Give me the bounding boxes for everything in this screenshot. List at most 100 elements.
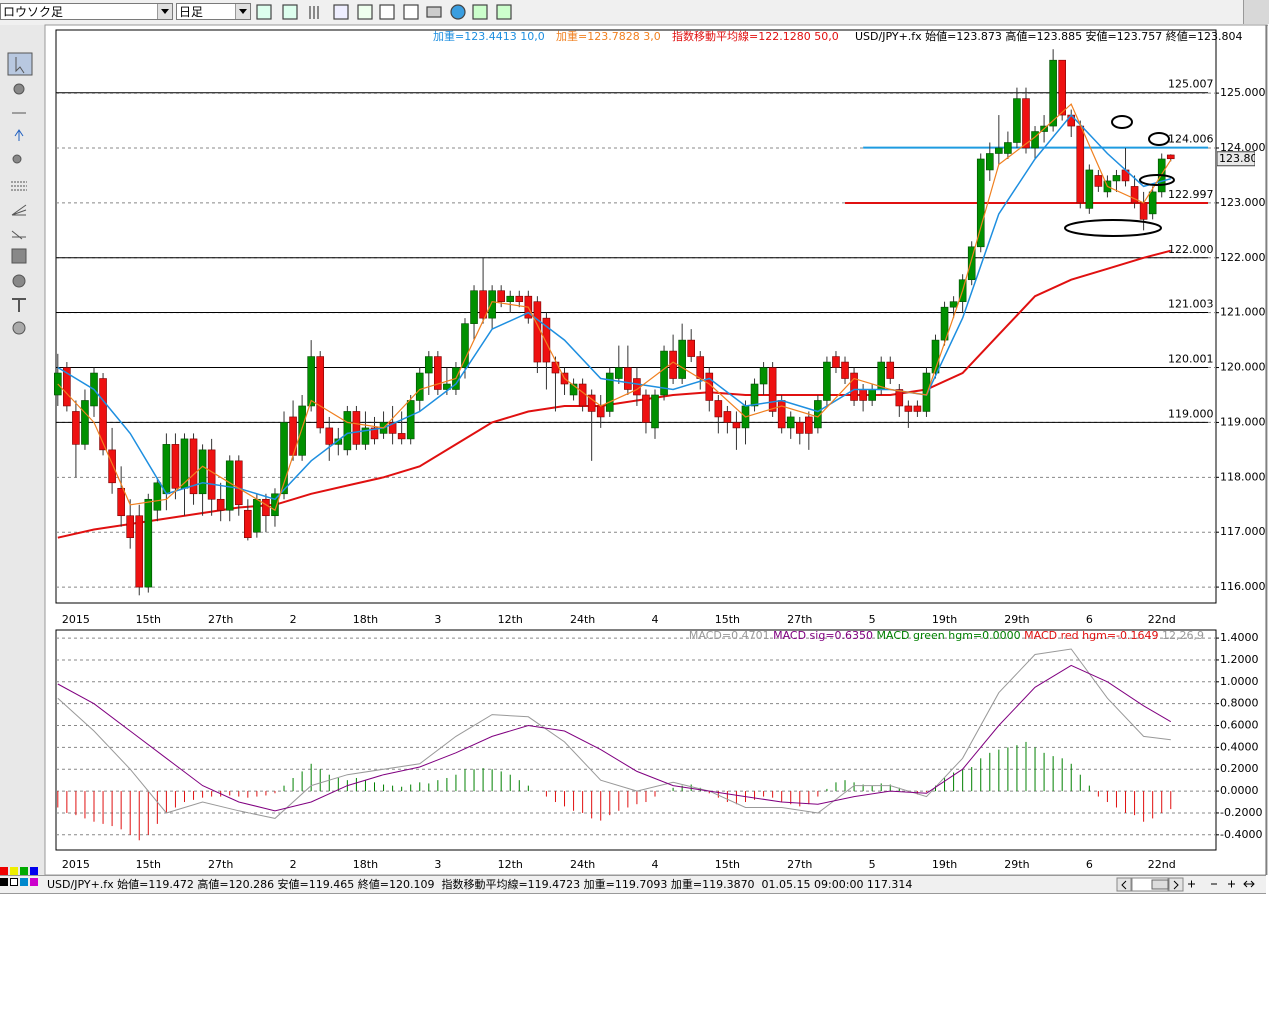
candle-body bbox=[587, 394, 596, 412]
candle-body bbox=[687, 339, 695, 357]
last-price-box bbox=[1217, 151, 1255, 167]
icon[interactable] bbox=[15, 57, 25, 74]
icon[interactable] bbox=[282, 4, 298, 20]
x-tick-label: 12th bbox=[498, 613, 523, 626]
candle-body bbox=[669, 350, 677, 379]
x-tick-label: 2015 bbox=[62, 613, 90, 626]
candle-body bbox=[198, 449, 207, 495]
level-label: 121.003 bbox=[1168, 297, 1214, 310]
toolbar-icons bbox=[256, 4, 512, 20]
candle-body bbox=[479, 290, 487, 319]
candle-body bbox=[1004, 142, 1012, 154]
swatch[interactable] bbox=[20, 867, 28, 875]
candle-body bbox=[108, 449, 116, 484]
candle-body bbox=[904, 405, 913, 412]
swatch[interactable] bbox=[30, 867, 38, 875]
scroll-thumb[interactable] bbox=[1151, 879, 1169, 890]
candle-body bbox=[1022, 98, 1030, 149]
icon[interactable] bbox=[472, 4, 488, 20]
last-price-label: 123.804 bbox=[1219, 152, 1265, 165]
tool-paint[interactable] bbox=[12, 274, 26, 288]
scroll-right[interactable] bbox=[1168, 877, 1184, 892]
icon[interactable] bbox=[357, 4, 373, 20]
candle-body bbox=[497, 290, 505, 302]
candle-body bbox=[415, 372, 424, 401]
tool-text[interactable] bbox=[12, 298, 26, 312]
y-tick-label: 0.2000 bbox=[1220, 762, 1259, 775]
y-tick-label: 122.000 bbox=[1220, 251, 1266, 264]
candle-body bbox=[334, 438, 343, 445]
swatch[interactable] bbox=[10, 867, 18, 875]
tool-fibo[interactable] bbox=[11, 181, 27, 191]
y-tick-label: 125.000 bbox=[1220, 86, 1266, 99]
level-label: 122.997 bbox=[1168, 188, 1214, 201]
x-tick-label: 24th bbox=[570, 613, 595, 626]
candle-body bbox=[388, 422, 397, 434]
x-tick-label: 22nd bbox=[1148, 613, 1176, 626]
scroll-left[interactable] bbox=[1116, 877, 1132, 892]
scroll-controls bbox=[1116, 877, 1255, 892]
candle-body bbox=[343, 411, 352, 451]
x-tick-label: 2 bbox=[290, 613, 297, 626]
candle-body bbox=[949, 301, 958, 308]
candle-body bbox=[216, 498, 225, 511]
icon[interactable] bbox=[256, 4, 272, 20]
x-tick-label: 6 bbox=[1086, 858, 1093, 871]
indicator-line bbox=[57, 249, 1172, 539]
timeframe-text: 日足 bbox=[179, 5, 204, 19]
tool-zoom[interactable] bbox=[12, 154, 22, 164]
candle-body bbox=[298, 405, 306, 456]
icon[interactable] bbox=[333, 4, 349, 20]
x-tick-label: 22nd bbox=[1148, 858, 1176, 871]
x-tick-label: 3 bbox=[434, 613, 441, 626]
candle-body bbox=[841, 361, 849, 379]
fit[interactable] bbox=[1243, 880, 1255, 888]
icon[interactable] bbox=[450, 4, 466, 20]
swatch[interactable] bbox=[10, 878, 18, 886]
x-tick-label: 18th bbox=[353, 858, 378, 871]
candle-body bbox=[397, 433, 406, 440]
candle-body bbox=[307, 356, 315, 407]
candle-body bbox=[488, 290, 496, 319]
zoom-in[interactable] bbox=[1188, 880, 1195, 888]
icon[interactable] bbox=[426, 6, 442, 18]
y-tick-label: 118.000 bbox=[1220, 470, 1266, 483]
y-tick-label: 0.0000 bbox=[1220, 784, 1259, 797]
candle-body bbox=[768, 367, 777, 412]
tool-calc[interactable] bbox=[11, 248, 27, 264]
tool-settings[interactable] bbox=[12, 321, 26, 335]
icon[interactable] bbox=[403, 4, 419, 20]
candle-body bbox=[99, 378, 107, 451]
candle-body bbox=[352, 411, 361, 445]
zoom-in-2[interactable] bbox=[1228, 880, 1235, 888]
swatch[interactable] bbox=[20, 878, 28, 886]
x-tick-label: 29th bbox=[1004, 858, 1029, 871]
swatch[interactable] bbox=[0, 878, 8, 886]
candle-body bbox=[624, 367, 632, 390]
tool-channel[interactable] bbox=[11, 230, 26, 240]
annotation-ellipse bbox=[1139, 174, 1175, 186]
chart-type-select[interactable]: ロウソク足 bbox=[0, 3, 173, 20]
candle-body bbox=[795, 422, 804, 434]
tool-fan[interactable] bbox=[11, 204, 27, 216]
tool-select[interactable] bbox=[7, 52, 33, 76]
icon[interactable] bbox=[379, 4, 395, 20]
tool-arrow[interactable] bbox=[14, 129, 24, 141]
candle-body bbox=[1139, 202, 1148, 220]
candle-body bbox=[225, 460, 234, 511]
candle-body bbox=[922, 372, 931, 412]
swatch[interactable] bbox=[30, 878, 38, 886]
timeframe-select[interactable]: 日足 bbox=[176, 3, 251, 20]
y-tick-label: 0.4000 bbox=[1220, 740, 1259, 753]
candle-body bbox=[750, 383, 759, 407]
x-tick-label: 2 bbox=[290, 858, 297, 871]
y-tick-label: 121.000 bbox=[1220, 306, 1266, 319]
candle-body bbox=[1058, 59, 1066, 116]
candle-body bbox=[1013, 98, 1021, 143]
x-tick-label: 24th bbox=[570, 858, 595, 871]
icon[interactable] bbox=[496, 4, 512, 20]
window-corner bbox=[1243, 0, 1269, 24]
icon[interactable] bbox=[309, 6, 319, 19]
swatch[interactable] bbox=[0, 867, 8, 875]
tool-hand[interactable] bbox=[13, 83, 25, 95]
